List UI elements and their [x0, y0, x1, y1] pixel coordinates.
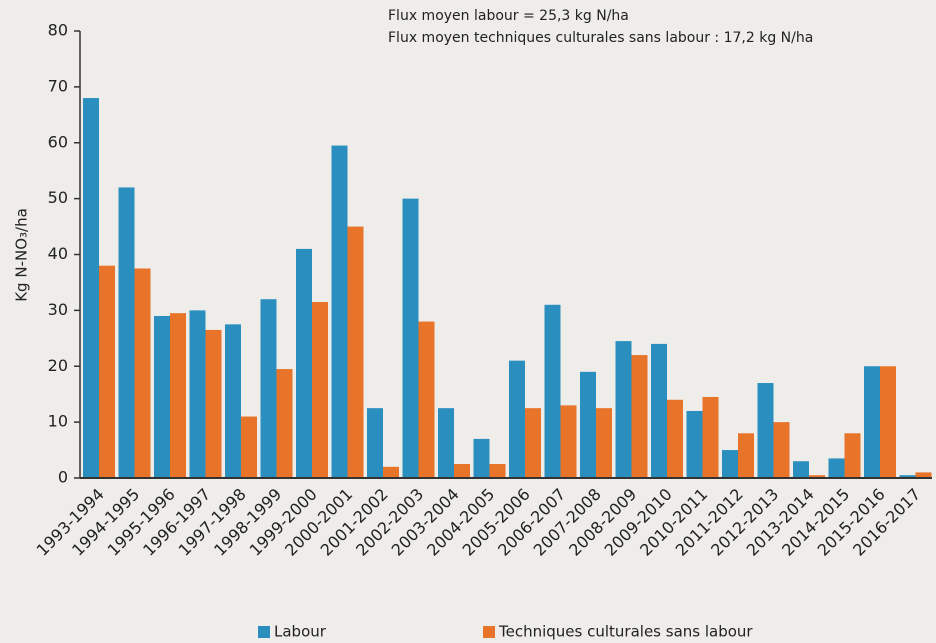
y-axis-label: Kg N-NO₃/ha — [13, 208, 31, 302]
bar — [667, 399, 683, 478]
bar — [418, 321, 435, 478]
annotation: Flux moyen labour = 25,3 kg N/ha — [388, 8, 629, 24]
legend-label: Techniques culturales sans labour — [498, 623, 753, 641]
bar — [438, 408, 454, 478]
bar — [454, 464, 470, 478]
bar — [915, 472, 932, 478]
bar — [793, 461, 809, 478]
bar — [686, 410, 703, 478]
legend-label: Labour — [274, 623, 327, 641]
annotation: Flux moyen techniques culturales sans la… — [388, 30, 813, 46]
bar — [757, 383, 774, 478]
y-tick-label: 10 — [48, 412, 68, 431]
bar — [560, 405, 577, 478]
bar — [631, 355, 648, 478]
bar — [525, 408, 541, 478]
y-tick-label: 80 — [48, 21, 68, 40]
bar — [738, 433, 754, 478]
bar — [615, 341, 632, 478]
bar — [205, 329, 222, 478]
bar — [189, 310, 206, 478]
bar — [347, 226, 364, 478]
bar — [473, 438, 490, 478]
bar — [83, 98, 99, 479]
bar — [828, 458, 845, 478]
bar — [225, 324, 241, 478]
bar — [773, 422, 790, 478]
bar — [544, 304, 561, 478]
y-tick-label: 0 — [58, 468, 68, 487]
bar — [402, 198, 419, 478]
bar — [276, 369, 293, 478]
bar — [241, 416, 257, 478]
bar — [296, 248, 312, 478]
bar — [702, 396, 719, 478]
bar — [509, 360, 525, 478]
legend-swatch — [258, 626, 270, 638]
bar — [170, 313, 186, 478]
bar — [367, 408, 383, 478]
bar — [383, 466, 399, 478]
bar — [99, 265, 115, 478]
bar — [134, 268, 151, 478]
y-tick-label: 20 — [48, 356, 68, 375]
bar — [118, 187, 135, 478]
y-tick-label: 50 — [48, 188, 68, 207]
bar — [596, 408, 612, 478]
bar — [260, 299, 277, 478]
bar — [864, 366, 880, 478]
y-tick-label: 70 — [48, 76, 68, 95]
legend-swatch — [483, 626, 495, 638]
y-tick-label: 30 — [48, 300, 68, 319]
bar — [580, 371, 596, 478]
bar — [844, 433, 861, 478]
bar — [489, 464, 506, 478]
bar — [722, 450, 738, 478]
y-tick-label: 40 — [48, 244, 68, 263]
bar — [899, 475, 916, 478]
bar — [312, 301, 328, 478]
bar — [880, 366, 896, 478]
bar — [331, 145, 348, 478]
bar — [651, 343, 667, 478]
y-tick-label: 60 — [48, 132, 68, 151]
bar — [809, 475, 825, 478]
bar — [154, 315, 170, 478]
